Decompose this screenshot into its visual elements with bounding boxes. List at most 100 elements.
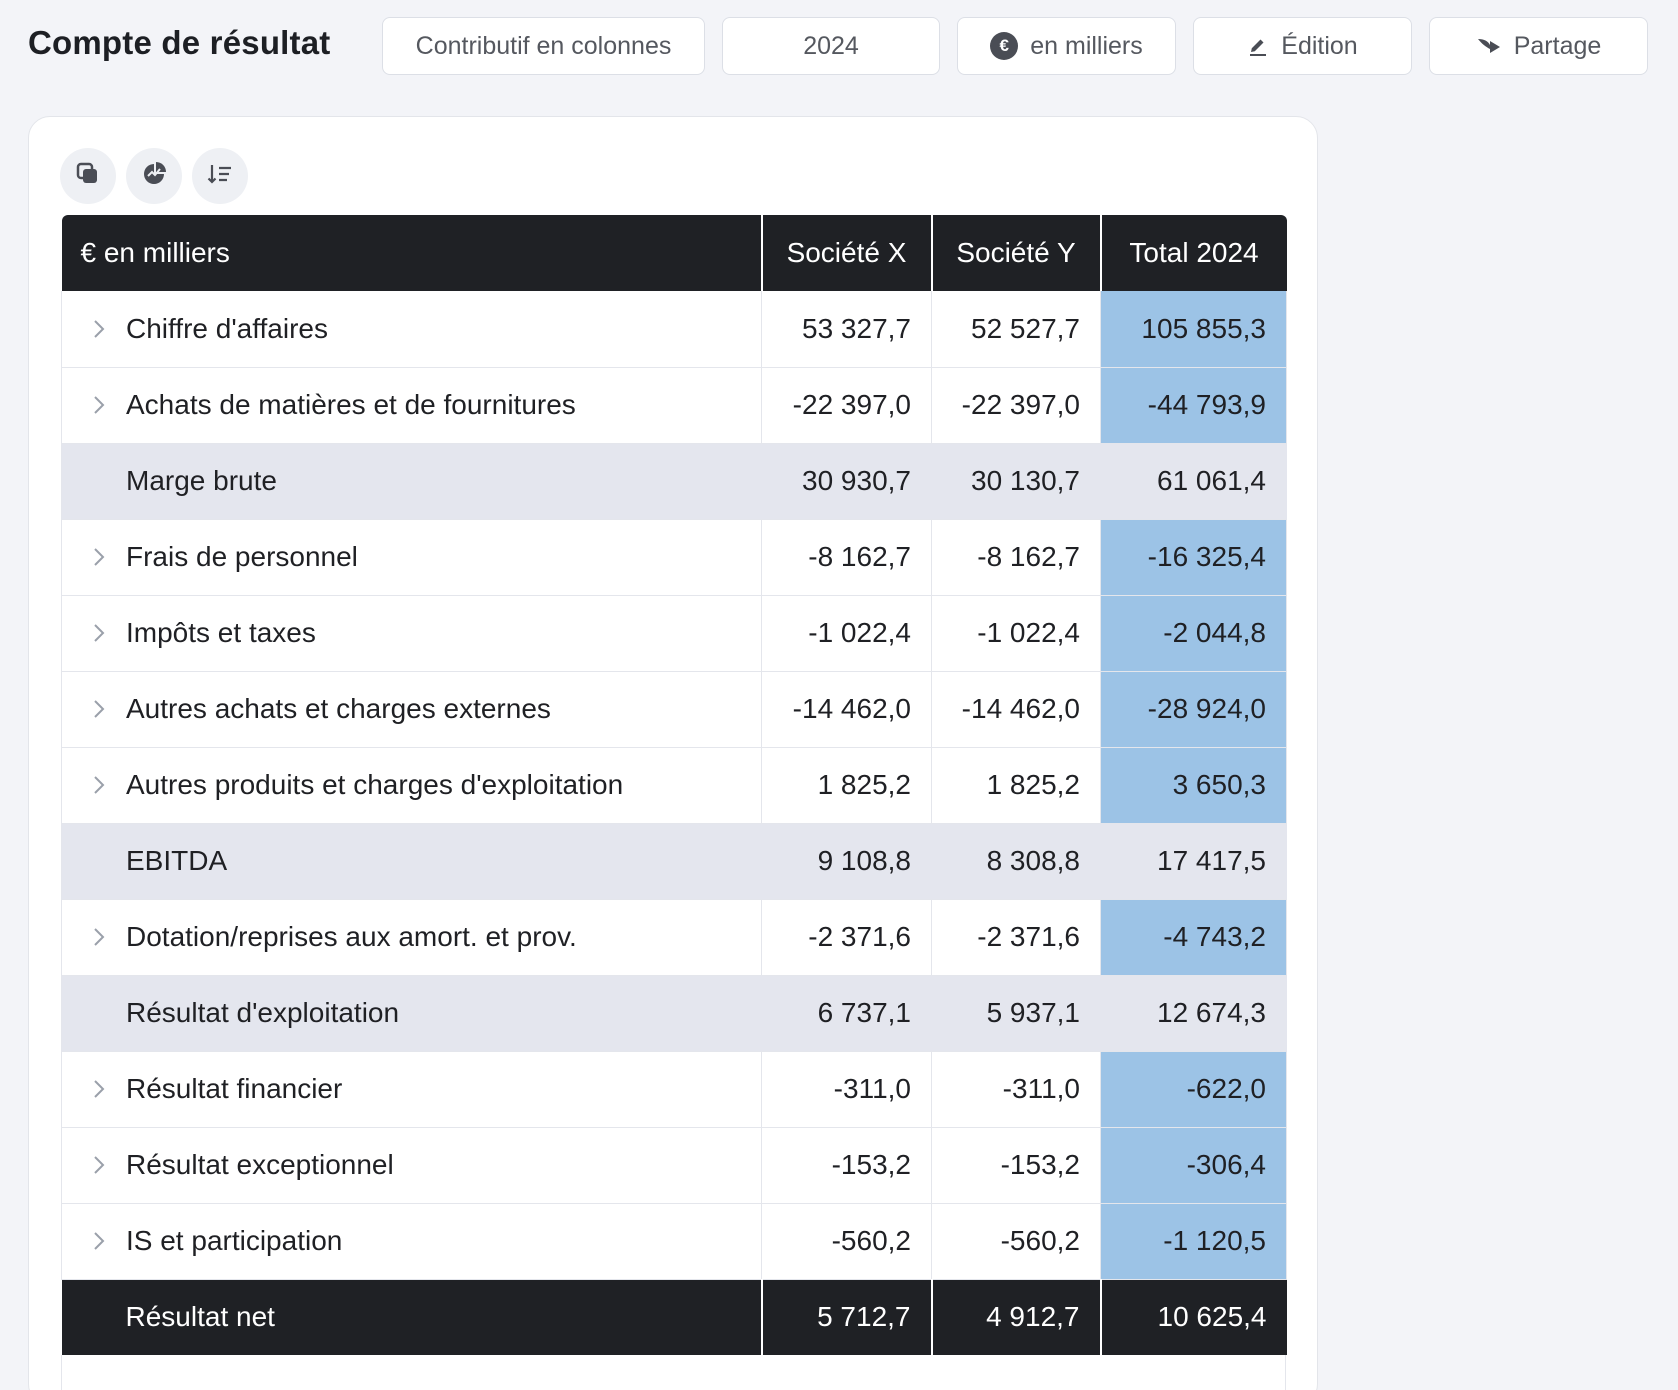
table-row: Résultat d'exploitation 6 737,1 5 937,1 12 …: [61, 975, 1287, 1052]
chevron-right-icon[interactable]: [62, 394, 126, 416]
table-row[interactable]: Frais de personnel -8 162,7 -8 162,7 -16 32…: [61, 519, 1287, 596]
value-total: -622,0: [1100, 1051, 1287, 1128]
value-total: 61 061,4: [1100, 443, 1287, 520]
value-societe-y: -22 397,0: [931, 367, 1101, 444]
column-header-societe-x[interactable]: Société X: [761, 215, 933, 291]
value-societe-y: 52 527,7: [931, 291, 1101, 368]
value-total: 10 625,4: [1100, 1279, 1287, 1355]
row-label: EBITDA: [126, 845, 228, 876]
value-societe-x: 1 825,2: [761, 747, 932, 824]
value-total: -4 743,2: [1100, 899, 1287, 976]
chevron-right-icon[interactable]: [62, 1154, 126, 1176]
chevron-right-icon[interactable]: [62, 698, 126, 720]
value-total: -2 044,8: [1100, 595, 1287, 672]
chevron-right-icon[interactable]: [62, 1078, 126, 1100]
row-label: Autres achats et charges externes: [126, 693, 551, 724]
value-societe-y: 8 308,8: [931, 823, 1101, 900]
value-total: -28 924,0: [1100, 671, 1287, 748]
table-row[interactable]: IS et participation -560,2 -560,2 -1 120,5: [61, 1203, 1287, 1280]
row-label: Chiffre d'affaires: [126, 312, 328, 344]
value-societe-y: -2 371,6: [931, 899, 1101, 976]
chevron-right-icon[interactable]: [62, 318, 126, 340]
chevron-right-icon[interactable]: [62, 546, 126, 568]
chevron-right-icon[interactable]: [62, 1230, 126, 1252]
value-societe-y: -311,0: [931, 1051, 1101, 1128]
row-label: Résultat net: [125, 1301, 275, 1333]
row-label-cell: Autres produits et charges d'exploitatio…: [61, 747, 762, 824]
sort-button[interactable]: [192, 148, 248, 204]
value-societe-x: -14 462,0: [761, 671, 932, 748]
unit-select[interactable]: € en milliers: [957, 17, 1176, 75]
row-label-cell: Achats de matières et de fournitures: [61, 367, 762, 444]
table-row[interactable]: Autres achats et charges externes -14 462…: [61, 671, 1287, 748]
share-arrow-icon: [1476, 35, 1502, 57]
row-label: Achats de matières et de fournitures: [126, 389, 576, 420]
table-row: EBITDA 9 108,8 8 308,8 17 417,5: [61, 823, 1287, 900]
chevron-right-icon[interactable]: [62, 926, 126, 948]
value-societe-x: -1 022,4: [761, 595, 932, 672]
value-total: -16 325,4: [1100, 519, 1287, 596]
table-row[interactable]: Dotation/reprises aux amort. et prov. -2 …: [61, 899, 1287, 976]
chart-icon: [140, 160, 168, 193]
row-label-cell: Résultat net: [61, 1279, 763, 1355]
column-header-societe-y[interactable]: Société Y: [931, 215, 1102, 291]
chart-button[interactable]: [126, 148, 182, 204]
edit-label: Édition: [1281, 31, 1358, 60]
row-label-cell: EBITDA: [61, 823, 762, 900]
value-total: 105 855,3: [1100, 291, 1287, 368]
value-societe-y: -14 462,0: [931, 671, 1101, 748]
unit-label: en milliers: [1030, 31, 1143, 60]
row-label-cell: Autres achats et charges externes: [61, 671, 762, 748]
share-button[interactable]: Partage: [1429, 17, 1648, 75]
row-label: Résultat financier: [126, 1073, 343, 1104]
value-societe-x: -311,0: [761, 1051, 932, 1128]
value-societe-x: 9 108,8: [761, 823, 932, 900]
pencil-icon: [1247, 35, 1269, 57]
value-societe-y: -560,2: [931, 1203, 1101, 1280]
row-label: IS et participation: [126, 1225, 343, 1256]
value-societe-x: 53 327,7: [761, 291, 932, 368]
value-societe-y: -8 162,7: [931, 519, 1101, 596]
value-total: -44 793,9: [1100, 367, 1287, 444]
year-label: 2024: [803, 31, 859, 60]
copy-button[interactable]: [60, 148, 116, 204]
table-row[interactable]: Résultat exceptionnel -153,2 -153,2 -306,4: [61, 1127, 1287, 1204]
sort-icon: [206, 160, 234, 193]
table-row[interactable]: Chiffre d'affaires 53 327,7 52 527,7 105 85…: [61, 291, 1287, 368]
column-header-total[interactable]: Total 2024: [1100, 215, 1287, 291]
page-title: Compte de résultat: [28, 24, 331, 61]
row-label-cell: Résultat exceptionnel: [61, 1127, 762, 1204]
value-societe-y: 4 912,7: [931, 1279, 1102, 1355]
row-label: Marge brute: [126, 465, 277, 496]
row-label-cell: IS et participation: [61, 1203, 762, 1280]
value-societe-x: -560,2: [761, 1203, 932, 1280]
view-mode-label: Contributif en colonnes: [415, 31, 672, 60]
row-label-cell: Frais de personnel: [61, 519, 762, 596]
chevron-right-icon[interactable]: [62, 622, 126, 644]
income-statement-table: € en milliers Société X Société Y Total …: [61, 215, 1287, 1355]
euro-icon: €: [990, 32, 1019, 60]
value-societe-y: -153,2: [931, 1127, 1101, 1204]
value-total: 3 650,3: [1100, 747, 1287, 824]
table-row[interactable]: Achats de matières et de fournitures -22 …: [61, 367, 1287, 444]
table-row[interactable]: Résultat financier -311,0 -311,0 -622,0: [61, 1051, 1287, 1128]
view-mode-button[interactable]: Contributif en colonnes: [382, 17, 705, 75]
value-societe-x: 30 930,7: [761, 443, 932, 520]
row-label: Résultat d'exploitation: [126, 997, 400, 1028]
value-total: -306,4: [1100, 1127, 1287, 1204]
value-societe-x: -153,2: [761, 1127, 932, 1204]
value-total: 12 674,3: [1100, 975, 1287, 1052]
table-continuation: [61, 1355, 1286, 1390]
table-row[interactable]: Impôts et taxes -1 022,4 -1 022,4 -2 044,8: [61, 595, 1287, 672]
value-societe-y: 5 937,1: [931, 975, 1101, 1052]
table-row[interactable]: Autres produits et charges d'exploitatio…: [61, 747, 1287, 824]
table-row: Marge brute 30 930,7 30 130,7 61 061,4: [61, 443, 1287, 520]
edit-button[interactable]: Édition: [1193, 17, 1412, 75]
chevron-right-icon[interactable]: [62, 774, 126, 796]
row-label-cell: Résultat financier: [61, 1051, 762, 1128]
row-label: Résultat exceptionnel: [126, 1149, 394, 1180]
table-row: Résultat net 5 712,7 4 912,7 10 625,4: [61, 1279, 1287, 1355]
top-bar: Compte de résultat Contributif en colonn…: [0, 0, 1678, 92]
year-select[interactable]: 2024: [722, 17, 940, 75]
row-label-cell: Marge brute: [61, 443, 762, 520]
